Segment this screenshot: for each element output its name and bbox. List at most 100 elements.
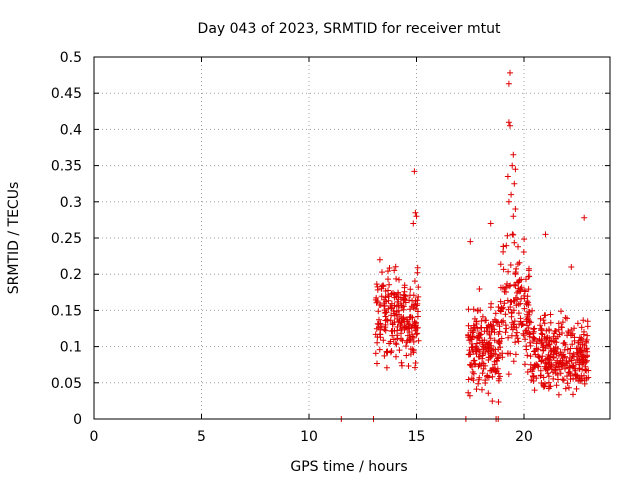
data-point — [527, 339, 533, 346]
data-point — [538, 380, 545, 386]
data-point — [511, 318, 518, 325]
data-point — [379, 269, 385, 276]
data-point — [485, 390, 492, 397]
data-point — [528, 377, 535, 383]
data-point — [398, 327, 405, 333]
data-point — [510, 297, 517, 304]
data-point — [477, 332, 484, 338]
x-tick-label: 0 — [90, 429, 99, 445]
data-point — [538, 337, 545, 344]
data-point — [496, 328, 503, 335]
data-point — [505, 371, 512, 378]
x-tick-label: 20 — [515, 429, 533, 445]
data-point — [395, 302, 402, 309]
data-point — [479, 386, 485, 393]
data-point — [580, 317, 587, 324]
data-point — [494, 319, 501, 326]
data-point — [413, 302, 420, 309]
data-point — [578, 377, 585, 384]
data-point — [487, 321, 494, 328]
data-point — [400, 306, 407, 313]
data-point — [573, 385, 580, 392]
data-point — [545, 385, 552, 392]
data-point — [499, 305, 505, 312]
data-point — [486, 331, 493, 338]
data-point — [485, 344, 492, 350]
data-point — [415, 284, 422, 291]
data-point — [572, 359, 579, 366]
data-point — [478, 331, 484, 338]
data-point — [502, 311, 509, 318]
data-point — [521, 292, 527, 299]
data-point — [584, 332, 591, 339]
data-point — [510, 231, 517, 238]
data-points — [338, 69, 592, 422]
data-point — [558, 352, 565, 359]
data-point — [515, 338, 522, 345]
data-point — [548, 366, 555, 372]
data-point — [535, 363, 541, 370]
data-point — [539, 331, 546, 338]
data-point — [531, 325, 538, 332]
data-point — [542, 231, 549, 238]
data-point — [383, 316, 390, 323]
data-point — [393, 311, 400, 318]
data-point — [583, 338, 589, 345]
data-point — [387, 317, 394, 324]
data-point — [503, 242, 510, 249]
data-point — [490, 322, 497, 329]
data-point — [520, 330, 527, 337]
y-tick-label: 0.25 — [51, 231, 82, 247]
data-point — [555, 376, 561, 383]
data-point — [523, 276, 529, 283]
data-point — [403, 352, 410, 359]
data-point — [495, 377, 502, 384]
data-point — [503, 289, 509, 295]
data-point — [561, 346, 568, 353]
data-point — [507, 262, 514, 268]
data-point — [497, 261, 504, 268]
data-point — [530, 334, 537, 341]
data-point — [481, 337, 488, 344]
x-tick-label: 15 — [408, 429, 426, 445]
data-point — [414, 269, 421, 276]
data-point — [556, 331, 563, 338]
data-point — [507, 69, 513, 76]
data-point — [582, 354, 589, 361]
data-point — [386, 340, 393, 347]
data-point — [495, 304, 502, 310]
x-tick-label: 10 — [300, 429, 318, 445]
data-point — [487, 335, 494, 342]
y-tick-labels: 0 0.05 0.1 0.15 0.2 0.25 0.3 0.35 0.4 0.45 0.5 — [51, 50, 82, 428]
data-point — [474, 334, 481, 341]
data-point — [509, 326, 516, 333]
data-point — [547, 319, 554, 326]
data-point — [496, 323, 503, 330]
data-point — [504, 232, 511, 239]
data-point — [411, 318, 418, 325]
data-point — [401, 323, 408, 330]
data-point — [526, 331, 533, 338]
data-point — [397, 294, 404, 301]
y-tick-label: 0.5 — [60, 50, 82, 66]
data-point — [510, 358, 517, 365]
data-point — [495, 339, 502, 346]
data-point — [473, 345, 480, 352]
data-point — [390, 310, 397, 317]
data-point — [395, 318, 402, 325]
y-tick-label: 0.4 — [60, 122, 82, 138]
x-axis-label: GPS time / hours — [290, 459, 407, 475]
data-point — [498, 308, 504, 315]
data-point — [501, 300, 508, 307]
data-point — [512, 351, 519, 358]
data-point — [404, 325, 411, 332]
data-point — [579, 341, 586, 348]
data-point — [525, 286, 532, 293]
data-point — [564, 380, 571, 387]
data-point — [520, 249, 527, 255]
data-point — [476, 286, 483, 292]
data-point — [406, 297, 413, 304]
data-point — [505, 80, 512, 87]
data-point — [527, 353, 534, 360]
data-point — [385, 276, 391, 283]
